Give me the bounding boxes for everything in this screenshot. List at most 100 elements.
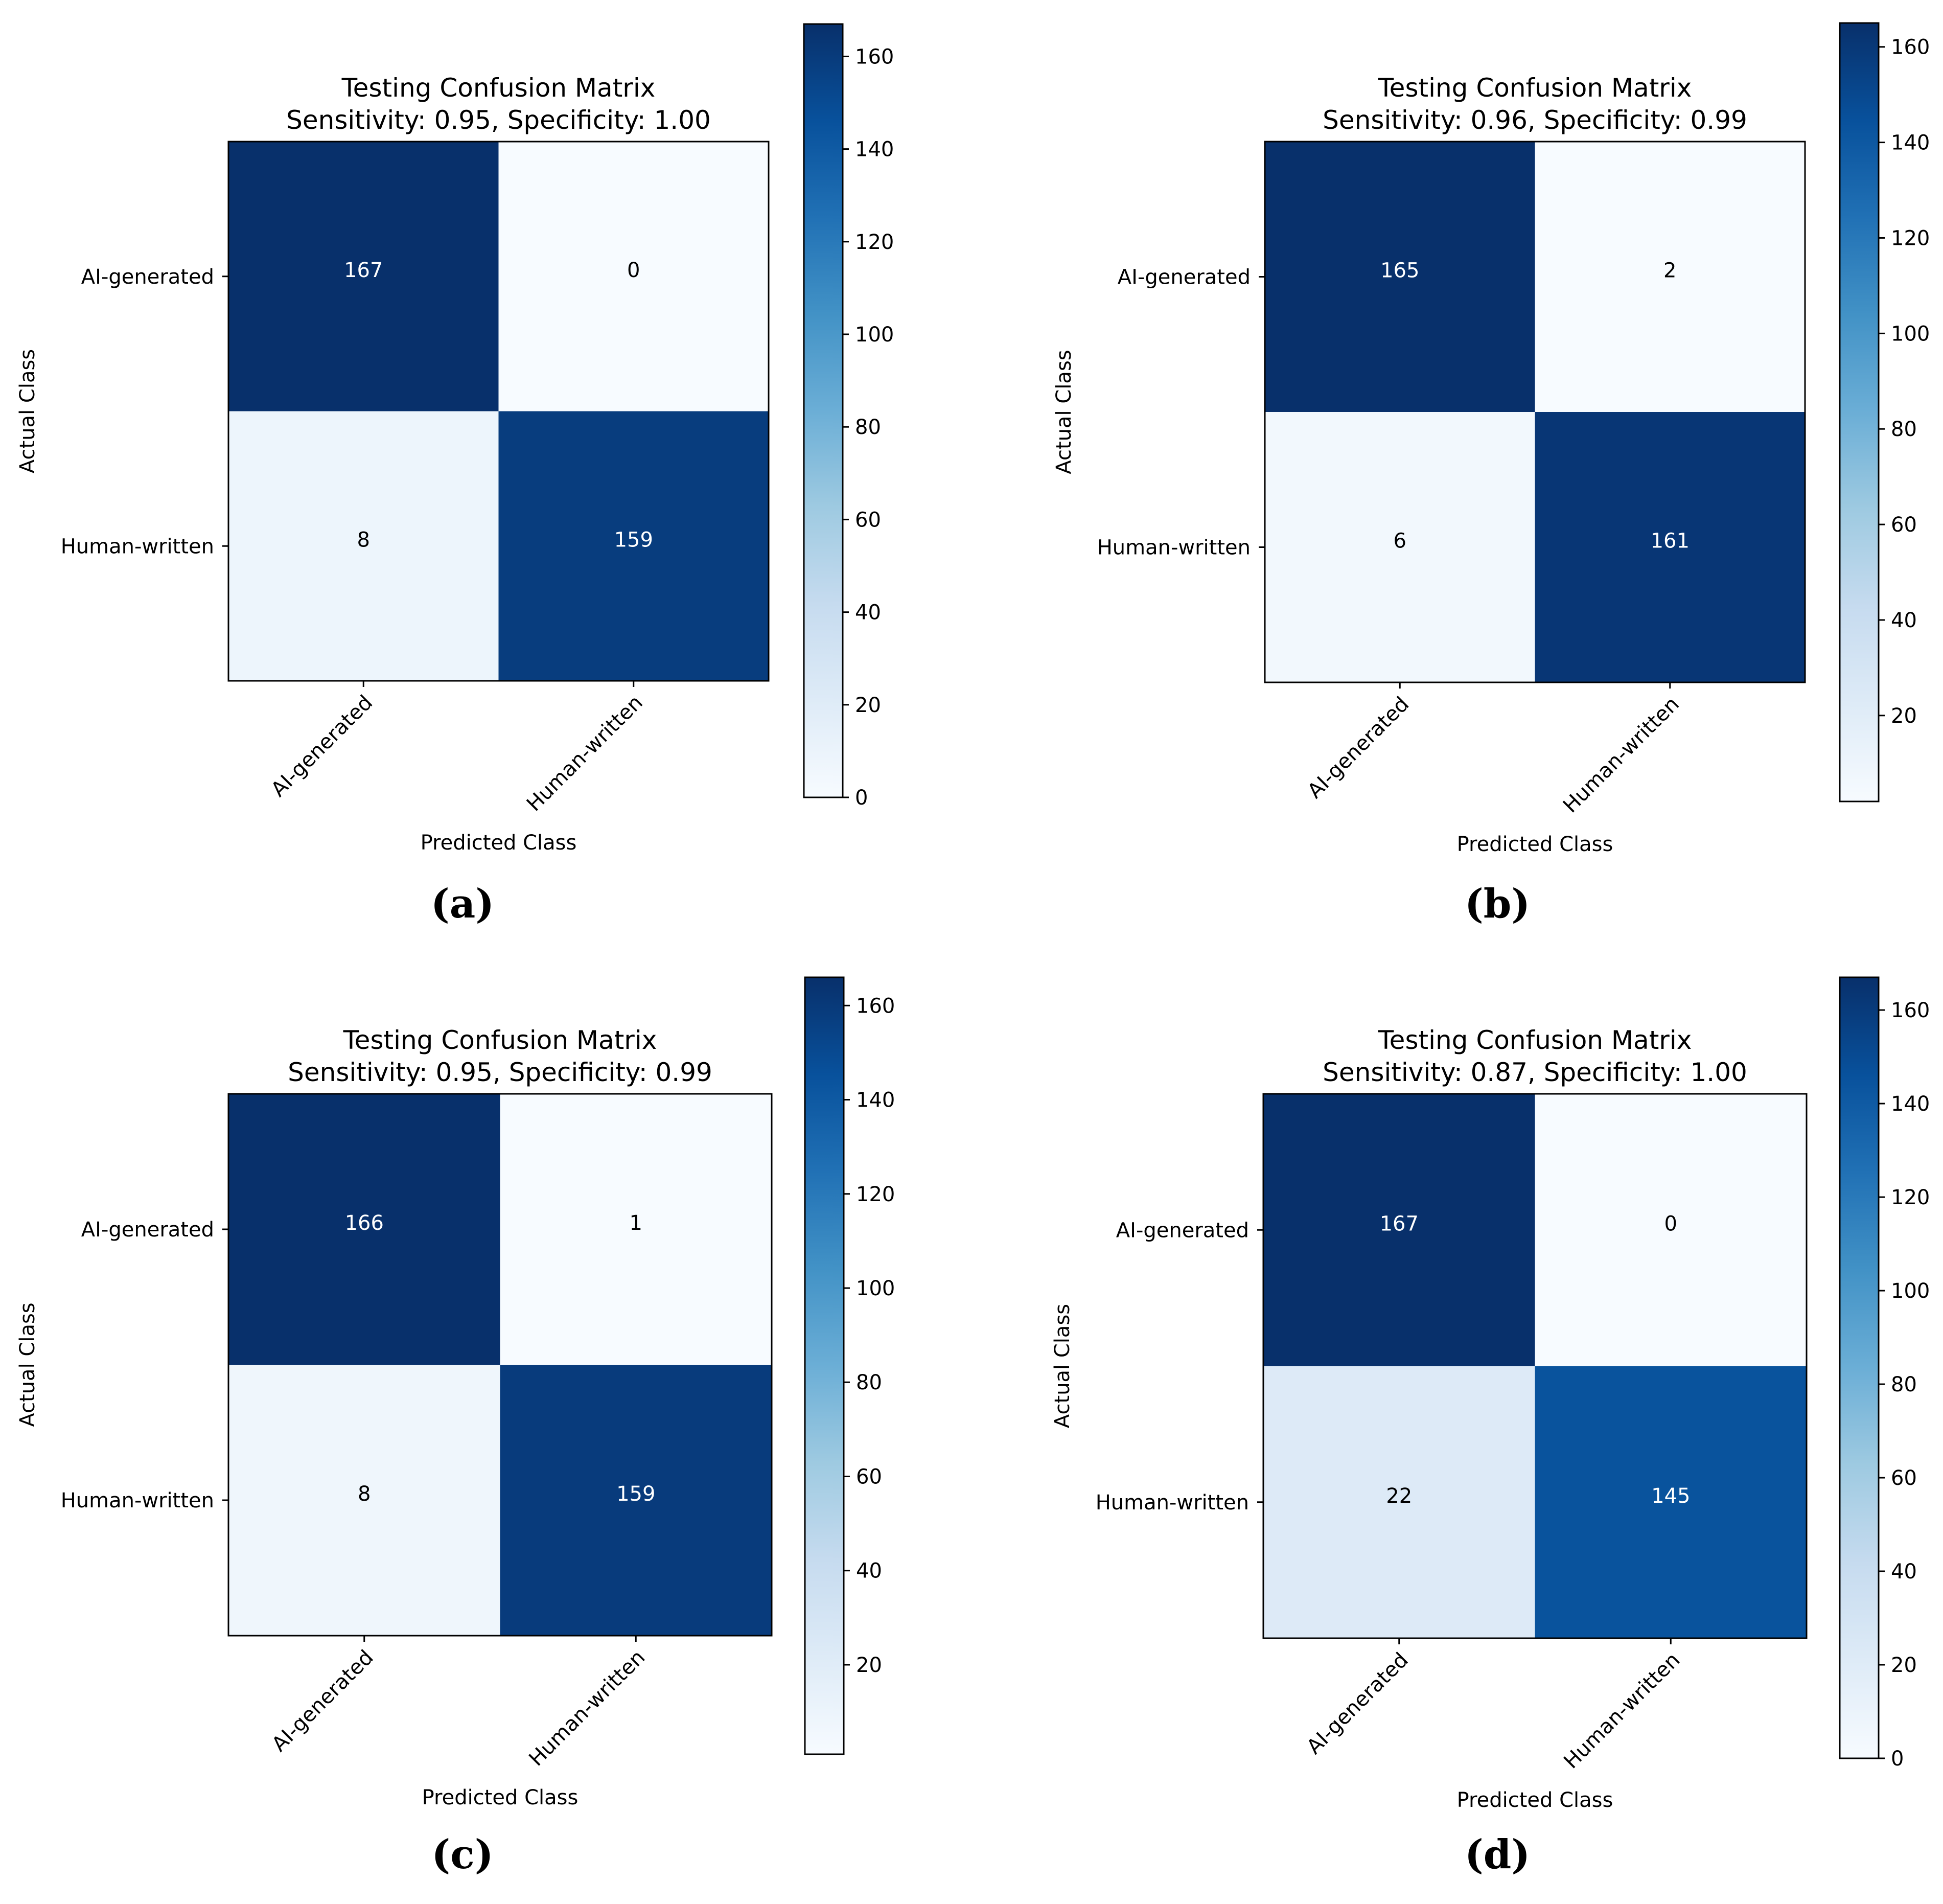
panel-caption: (a) xyxy=(431,881,494,927)
chart-title: Testing Confusion Matrix xyxy=(1378,73,1692,103)
plot-frame xyxy=(1262,1093,1808,1639)
cell-value-label: 2 xyxy=(1663,259,1676,283)
matrix-cell xyxy=(1263,1094,1535,1366)
cell-value-label: 0 xyxy=(1664,1212,1677,1235)
colorbar-tick-label: 80 xyxy=(855,416,881,439)
plot-frame xyxy=(227,1093,773,1637)
colorbar-tick-label: 40 xyxy=(856,1559,882,1583)
colorbar-tick-label: 20 xyxy=(855,694,881,717)
y-tick-label: Human-written xyxy=(61,535,214,558)
colorbar-tick-label: 100 xyxy=(856,1277,895,1300)
matrix-cell xyxy=(500,1365,772,1636)
y-tick-label: AI-generated xyxy=(81,1218,214,1242)
colorbar-tick-label: 140 xyxy=(855,138,894,162)
chart-title: Testing Confusion Matrix xyxy=(343,1025,657,1055)
cell-value-label: 8 xyxy=(357,528,370,552)
panel-caption: (d) xyxy=(1465,1831,1530,1878)
plot-frame xyxy=(227,141,770,682)
x-tick-label: Human-written xyxy=(1559,693,1684,818)
x-tick-label: AI-generated xyxy=(1302,1648,1413,1759)
colorbar-tick-label: 20 xyxy=(1891,704,1917,728)
y-tick-label: Human-written xyxy=(1097,536,1251,560)
chart-subtitle: Sensitivity: 0.96, Specificity: 0.99 xyxy=(1323,105,1747,135)
cell-value-label: 166 xyxy=(345,1211,384,1235)
matrix-cell xyxy=(1263,1366,1535,1638)
cell-value-label: 1 xyxy=(630,1211,642,1235)
colorbar-tick-label: 100 xyxy=(1891,322,1930,346)
y-axis-label: Actual Class xyxy=(16,1302,39,1427)
panel-caption: (c) xyxy=(431,1831,493,1878)
colorbar-tick-label: 160 xyxy=(1891,36,1930,59)
x-tick-label: AI-generated xyxy=(1303,693,1414,804)
colorbar-tick-label: 0 xyxy=(1891,1747,1904,1771)
cell-value-label: 161 xyxy=(1651,530,1690,553)
x-tick-label: AI-generated xyxy=(267,691,378,802)
chart-subtitle: Sensitivity: 0.95, Specificity: 0.99 xyxy=(288,1058,712,1087)
plot-frame xyxy=(1264,141,1806,683)
chart-title: Testing Confusion Matrix xyxy=(341,73,656,103)
colorbar-tick-label: 20 xyxy=(856,1654,882,1677)
colorbar-tick-label: 140 xyxy=(1891,131,1930,155)
y-tick-label: AI-generated xyxy=(1116,1219,1249,1242)
colorbar-tick-label: 40 xyxy=(1891,1560,1917,1584)
colorbar-tick-label: 60 xyxy=(856,1465,882,1488)
cell-value-label: 145 xyxy=(1651,1484,1690,1508)
cell-value-label: 159 xyxy=(616,1482,655,1506)
x-axis-label: Predicted Class xyxy=(1457,1788,1613,1812)
cell-value-label: 167 xyxy=(344,259,383,282)
chart-subtitle: Sensitivity: 0.95, Specificity: 1.00 xyxy=(286,105,711,135)
colorbar xyxy=(803,23,844,798)
colorbar-tick-label: 120 xyxy=(1891,1186,1930,1209)
colorbar-tick-label: 120 xyxy=(855,231,894,254)
colorbar-tick-label: 40 xyxy=(855,601,881,625)
colorbar-tick-label: 100 xyxy=(1891,1279,1930,1303)
y-axis-label: Actual Class xyxy=(1051,1304,1074,1428)
colorbar-tick-label: 160 xyxy=(1891,999,1930,1022)
colorbar-tick-label: 140 xyxy=(1891,1092,1930,1116)
colorbar xyxy=(804,976,845,1755)
matrix-cell xyxy=(1535,412,1805,682)
x-axis-label: Predicted Class xyxy=(422,1786,579,1809)
colorbar-tick-label: 160 xyxy=(856,994,895,1018)
y-tick-label: Human-written xyxy=(61,1489,214,1512)
colorbar-tick-label: 0 xyxy=(855,786,868,810)
y-tick-label: Human-written xyxy=(1096,1491,1249,1515)
matrix-cell xyxy=(228,1094,500,1365)
colorbar-tick-label: 160 xyxy=(855,45,894,68)
colorbar xyxy=(1839,22,1880,802)
confusion-matrix-panel: Testing Confusion Matrix Sensitivity: 0.9… xyxy=(16,976,895,1878)
chart-title: Testing Confusion Matrix xyxy=(1378,1025,1692,1055)
chart-subtitle: Sensitivity: 0.87, Specificity: 1.00 xyxy=(1323,1058,1747,1087)
colorbar-tick-label: 120 xyxy=(856,1183,895,1206)
x-axis-label: Predicted Class xyxy=(421,831,577,855)
colorbar-tick-label: 100 xyxy=(855,323,894,347)
colorbar-tick-label: 60 xyxy=(1891,513,1917,537)
colorbar-tick-label: 80 xyxy=(1891,1373,1917,1396)
cell-value-label: 165 xyxy=(1380,259,1419,283)
matrix-cell xyxy=(498,142,769,411)
x-axis-label: Predicted Class xyxy=(1457,833,1613,856)
x-tick-label: Human-written xyxy=(522,691,647,816)
matrix-cell xyxy=(228,142,499,411)
y-axis-label: Actual Class xyxy=(1052,350,1076,474)
x-tick-label: Human-written xyxy=(1559,1648,1684,1774)
cell-value-label: 6 xyxy=(1394,530,1406,553)
y-tick-label: AI-generated xyxy=(1118,266,1251,289)
y-axis-label: Actual Class xyxy=(16,349,39,473)
confusion-matrix-panel: Testing Confusion Matrix Sensitivity: 0.8… xyxy=(1051,976,1930,1878)
colorbar-tick-label: 60 xyxy=(855,508,881,532)
matrix-cell xyxy=(228,411,499,681)
colorbar-tick-label: 60 xyxy=(1891,1466,1917,1490)
x-tick-label: Human-written xyxy=(524,1646,650,1771)
cell-value-label: 0 xyxy=(627,259,640,282)
colorbar-tick-label: 40 xyxy=(1891,609,1917,632)
matrix-cell xyxy=(1265,412,1535,682)
matrix-cell xyxy=(1535,1094,1807,1366)
x-tick-label: AI-generated xyxy=(267,1646,378,1757)
cell-value-label: 159 xyxy=(614,528,653,552)
matrix-cell xyxy=(1265,142,1535,412)
colorbar-tick-label: 120 xyxy=(1891,226,1930,250)
